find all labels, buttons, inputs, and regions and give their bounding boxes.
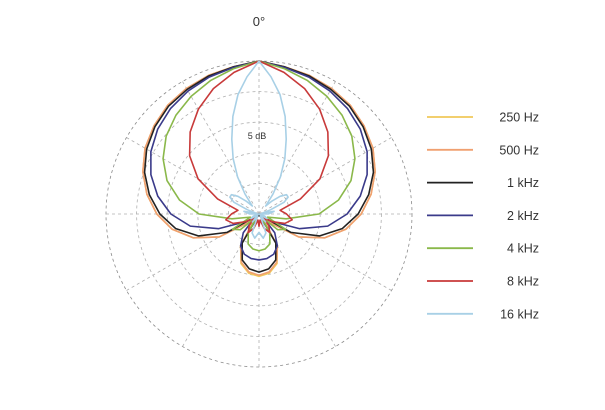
legend-label: 250 Hz [499,111,539,125]
grid-spoke [182,81,260,215]
legend-item-4-khz: 4 kHz [427,242,539,256]
legend-label: 8 kHz [507,275,539,289]
legend-item-16-khz: 16 kHz [427,307,539,321]
radial-label-5db: 5 dB [248,131,267,141]
grid-spoke [258,81,336,215]
series-curve-500-hz [142,60,376,276]
legend-label: 16 kHz [500,307,539,321]
series-curve-2-khz [150,60,368,261]
polar-curves [142,60,376,278]
grid-spoke [126,137,260,215]
series-curve-1-khz [143,60,375,273]
legend: 250 Hz 500 Hz 1 kHz 2 kHz 4 kHz 8 kHz 16 kHz [427,111,539,321]
legend-label: 500 Hz [499,143,539,157]
legend-item-250-hz: 250 Hz [427,111,539,125]
legend-item-8-khz: 8 kHz [427,275,539,289]
legend-item-2-khz: 2 kHz [427,209,539,223]
legend-item-500-hz: 500 Hz [427,143,539,157]
legend-label: 4 kHz [507,242,539,256]
series-curve-8-khz [188,60,330,234]
legend-item-1-khz: 1 kHz [427,176,539,190]
angle-label-0deg: 0° [253,14,265,29]
legend-label: 1 kHz [507,176,539,190]
series-curve-16-khz [229,60,289,239]
grid-spoke [258,137,392,215]
legend-label: 2 kHz [507,209,539,223]
series-curve-4-khz [162,60,356,252]
